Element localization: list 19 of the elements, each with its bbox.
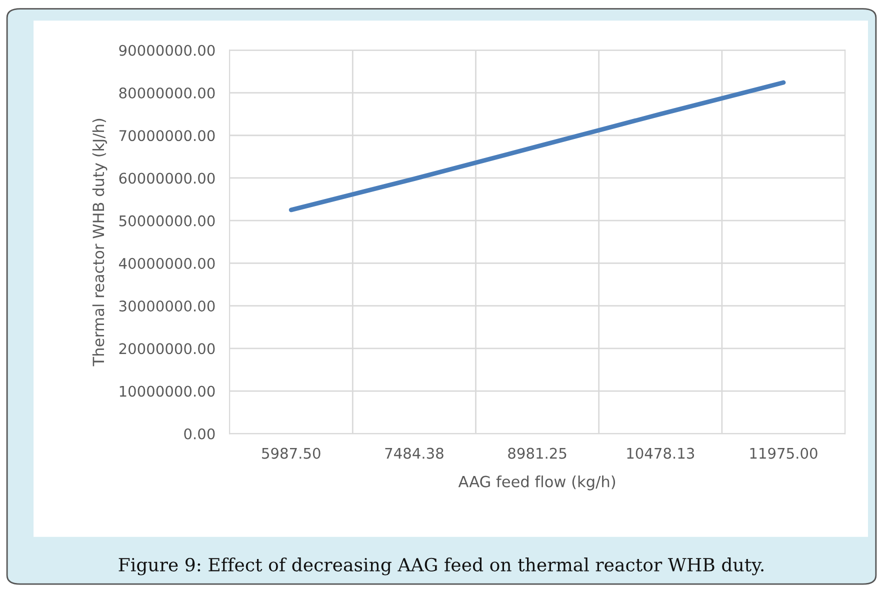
y-tick-label: 80000000.00 <box>119 87 215 99</box>
y-tick-label: 30000000.00 <box>119 300 215 312</box>
y-tick-label: 10000000.00 <box>120 386 215 397</box>
x-tick-label: 5987.50 <box>262 448 320 459</box>
y-tick-label: 0.00 <box>184 428 215 440</box>
y-axis-title: Thermal reactor WHB duty (kJ/h) <box>92 118 108 366</box>
caption: Figure 9: Effect of decreasing AAG feed on thermal reactor WHB duty. <box>118 558 764 576</box>
y-tick-label: 20000000.00 <box>119 343 215 354</box>
x-tick-label: 11975.00 <box>750 448 818 459</box>
x-axis-title: AAG feed flow (kg/h) <box>458 476 616 490</box>
y-tick-label: 90000000.00 <box>119 44 215 56</box>
y-tick-label: 70000000.00 <box>119 130 215 142</box>
y-tick-label: 40000000.00 <box>118 258 215 269</box>
y-tick-label: 50000000.00 <box>119 215 215 226</box>
line-series <box>288 80 786 212</box>
y-tick-label: 60000000.00 <box>119 172 215 184</box>
x-tick-label: 7484.38 <box>385 448 444 459</box>
x-tick-label: 10478.13 <box>627 448 694 459</box>
x-tick-label: 8981.25 <box>508 448 566 459</box>
